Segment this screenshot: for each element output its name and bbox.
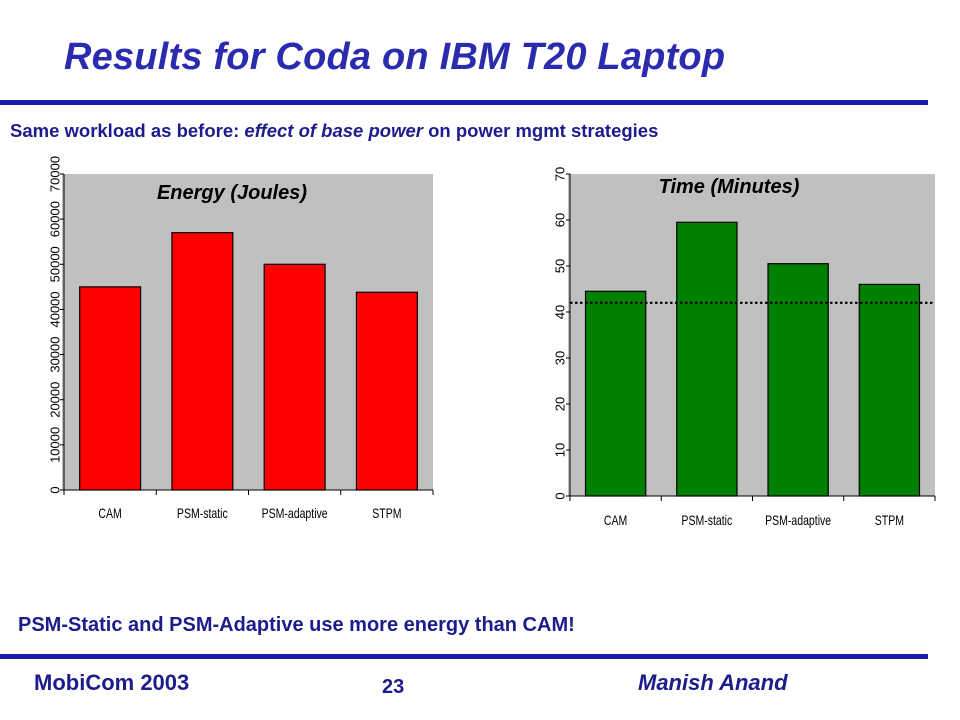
category-label: STPM bbox=[875, 513, 904, 529]
author-footer: Manish Anand bbox=[638, 670, 788, 695]
chart-title: Time (Minutes) bbox=[659, 176, 800, 198]
page-number: 23 bbox=[382, 676, 405, 698]
slide-subtitle: Same workload as before: effect of base … bbox=[10, 120, 658, 142]
slide-title: Results for Coda on IBM T20 Laptop bbox=[64, 36, 726, 78]
y-tick-label: 40000 bbox=[47, 291, 62, 327]
bar-psm-static bbox=[171, 232, 234, 491]
category-label: STPM bbox=[372, 506, 401, 522]
y-tick-label: 0 bbox=[47, 486, 62, 493]
y-tick-label: 40 bbox=[552, 305, 567, 319]
category-label: CAM bbox=[98, 506, 121, 522]
subtitle-part-1: Same workload as before: bbox=[10, 120, 245, 141]
bottom-divider bbox=[0, 654, 928, 659]
subtitle-part-3: on power mgmt strategies bbox=[422, 120, 659, 141]
y-tick-label: 50 bbox=[552, 259, 567, 273]
y-tick-label: 30000 bbox=[47, 336, 62, 372]
bar-psm-static bbox=[676, 221, 738, 497]
bar-cam bbox=[584, 290, 647, 497]
category-label: PSM-adaptive bbox=[262, 506, 328, 522]
y-tick-label: 20 bbox=[552, 397, 567, 411]
y-tick-label: 70000 bbox=[47, 156, 62, 192]
category-label: PSM-static bbox=[681, 513, 732, 529]
time-chart: 0 10 20 30 40 50 60 70 CAM PSM-static PSM-adaptive… bbox=[552, 167, 936, 529]
bar-stpm bbox=[858, 283, 921, 497]
conclusion-note: PSM-Static and PSM-Adaptive use more ene… bbox=[18, 614, 575, 636]
category-label: PSM-static bbox=[177, 506, 228, 522]
bar-stpm bbox=[355, 291, 418, 491]
y-tick-label: 10 bbox=[552, 443, 567, 457]
y-tick-label: 70 bbox=[552, 167, 567, 181]
category-label: PSM-adaptive bbox=[765, 513, 831, 529]
chart-title: Energy (Joules) bbox=[157, 182, 307, 204]
y-tick-label: 30 bbox=[552, 351, 567, 365]
y-tick-label: 60000 bbox=[47, 201, 62, 237]
bar-psm-adaptive bbox=[263, 263, 326, 491]
y-tick-label: 60 bbox=[552, 213, 567, 227]
conference-footer: MobiCom 2003 bbox=[34, 670, 190, 695]
category-label: CAM bbox=[604, 513, 627, 529]
bar-psm-adaptive bbox=[767, 263, 829, 497]
y-tick-label: 50000 bbox=[47, 246, 62, 282]
energy-chart: 0 10000 20000 30000 40000 50000 60000 70000 CAM P… bbox=[47, 156, 434, 522]
bar-cam bbox=[79, 286, 142, 491]
y-tick-label: 0 bbox=[552, 492, 567, 499]
y-tick-label: 20000 bbox=[47, 382, 62, 418]
top-divider bbox=[0, 100, 928, 105]
subtitle-emphasis: effect of base power bbox=[244, 120, 423, 141]
y-tick-label: 10000 bbox=[47, 427, 62, 463]
